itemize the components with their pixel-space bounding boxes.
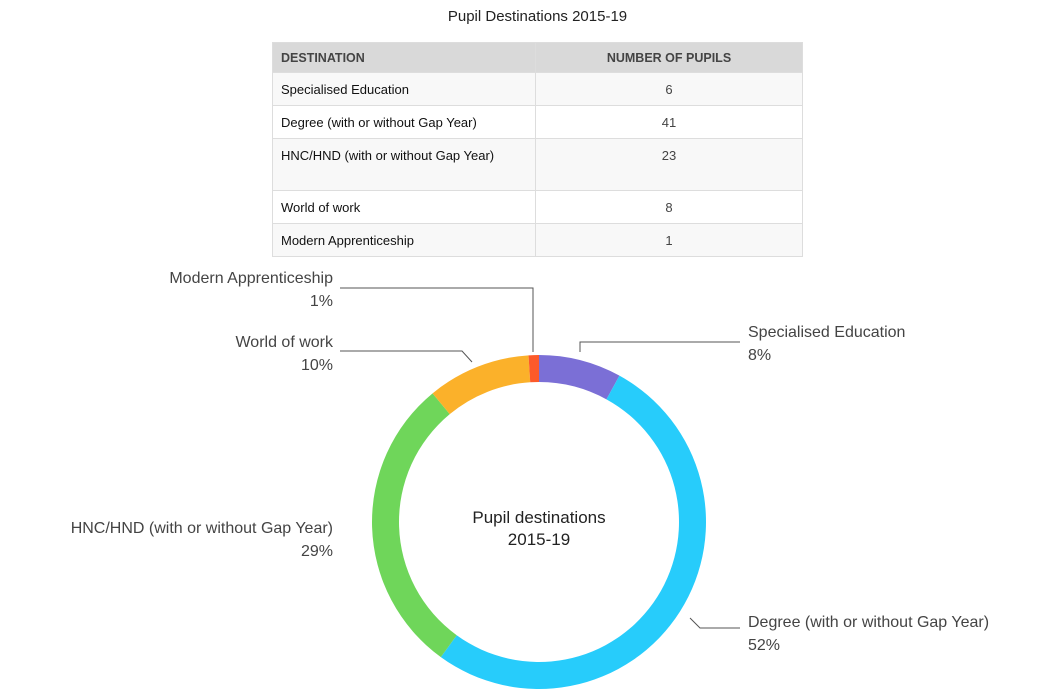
slice-label: World of work	[235, 334, 334, 351]
table-cell: World of work	[272, 190, 536, 224]
table-cell: 8	[535, 190, 803, 224]
table-row: Modern Apprenticeship 1	[272, 223, 803, 257]
slice-value-label: 10%	[301, 357, 333, 374]
donut-slice	[372, 393, 457, 658]
table-row: World of work 8	[272, 190, 803, 224]
slice-label: HNC/HND (with or without Gap Year)	[71, 520, 333, 537]
slice-value-label: 1%	[310, 293, 333, 310]
table-row: Degree (with or without Gap Year) 41	[272, 105, 803, 139]
donut-slice	[528, 355, 539, 383]
header-row: DESTINATION NUMBER OF PUPILS	[272, 42, 803, 73]
table-cell: Specialised Education	[272, 72, 536, 106]
table-cell: 23	[535, 138, 803, 191]
leader-line	[340, 350, 473, 363]
table-cell: Degree (with or without Gap Year)	[272, 105, 536, 139]
center-title: 2015-19	[508, 530, 570, 549]
slice-label: Specialised Education	[748, 324, 905, 341]
slice-value-label: 29%	[301, 543, 333, 560]
table-cell: 6	[535, 72, 803, 106]
table-cell: 1	[535, 223, 803, 257]
leader-line	[689, 617, 740, 629]
leader-line	[579, 341, 740, 352]
donut-slice	[432, 355, 531, 415]
table-row: Specialised Education 6	[272, 72, 803, 106]
slice-value-label: 52%	[748, 637, 780, 654]
header-cell: NUMBER OF PUPILS	[535, 42, 803, 73]
table: DESTINATION NUMBER OF PUPILS Specialised…	[272, 42, 803, 257]
slice-label: Degree (with or without Gap Year)	[748, 614, 989, 631]
table-title: Pupil Destinations 2015-19	[447, 8, 628, 25]
leader-line	[340, 287, 534, 352]
table-cell: Modern Apprenticeship	[272, 223, 536, 257]
slice-value-label: 8%	[748, 347, 771, 364]
table-row: HNC/HND (with or without Gap Year) 23	[272, 138, 803, 191]
table-cell: HNC/HND (with or without Gap Year)	[272, 138, 536, 191]
center-title: Pupil destinations	[472, 508, 605, 527]
slice-label: Modern Apprenticeship	[169, 270, 333, 287]
donut-slice	[539, 355, 620, 400]
table-cell: 41	[535, 105, 803, 139]
donut-slice	[440, 375, 707, 690]
